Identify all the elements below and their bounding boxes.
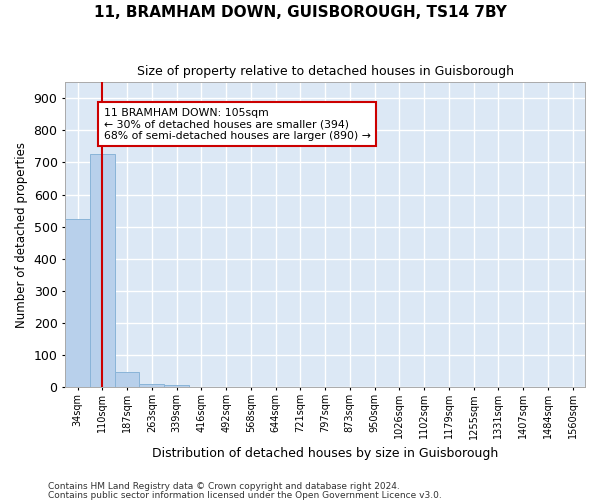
Bar: [65, 218, 90, 388]
Text: 11 BRAMHAM DOWN: 105sqm
← 30% of detached houses are smaller (394)
68% of semi-d: 11 BRAMHAM DOWN: 105sqm ← 30% of detache…: [104, 108, 370, 141]
X-axis label: Distribution of detached houses by size in Guisborough: Distribution of detached houses by size …: [152, 447, 498, 460]
Text: Contains HM Land Registry data © Crown copyright and database right 2024.: Contains HM Land Registry data © Crown c…: [48, 482, 400, 491]
Title: Size of property relative to detached houses in Guisborough: Size of property relative to detached ho…: [137, 65, 514, 78]
Text: 11, BRAMHAM DOWN, GUISBOROUGH, TS14 7BY: 11, BRAMHAM DOWN, GUISBOROUGH, TS14 7BY: [94, 5, 506, 20]
Text: Contains public sector information licensed under the Open Government Licence v3: Contains public sector information licen…: [48, 490, 442, 500]
Y-axis label: Number of detached properties: Number of detached properties: [15, 142, 28, 328]
Bar: [115, 372, 139, 388]
Bar: [164, 385, 189, 388]
Bar: [139, 384, 164, 388]
Bar: [90, 154, 115, 388]
